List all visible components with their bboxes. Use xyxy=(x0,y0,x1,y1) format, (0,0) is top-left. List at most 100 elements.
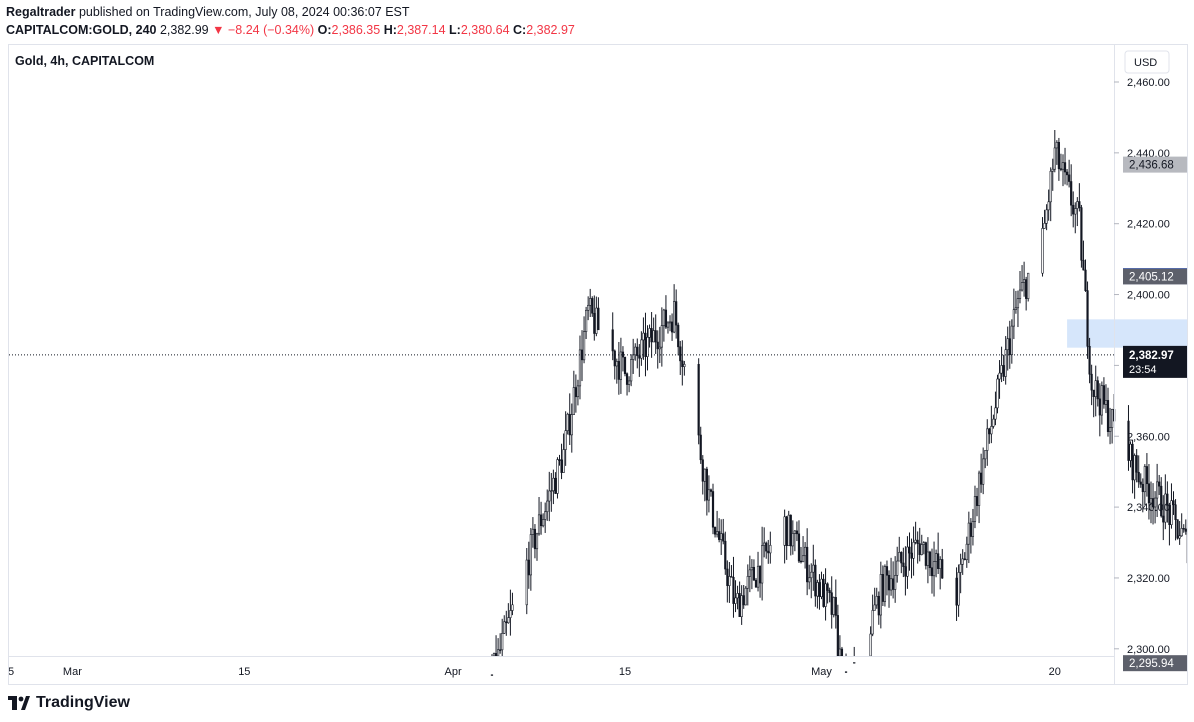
candle-body xyxy=(926,551,930,566)
tradingview-logo[interactable]: TradingView xyxy=(8,694,130,712)
y-axis-label: 2,400.00 xyxy=(1127,290,1170,302)
candle-body xyxy=(955,577,958,606)
publisher-name[interactable]: Regaltrader xyxy=(6,5,76,19)
candle-body xyxy=(879,574,882,616)
candle-body xyxy=(1012,309,1015,327)
candle-body xyxy=(548,490,551,502)
candle-body xyxy=(673,301,676,333)
candle-body xyxy=(975,496,979,506)
candle-body xyxy=(961,558,964,565)
candle-body xyxy=(544,511,547,520)
candle-body xyxy=(542,519,545,527)
candle-body xyxy=(1065,171,1069,176)
candle-body xyxy=(666,322,670,328)
candle-body xyxy=(1016,298,1020,309)
candle-body xyxy=(900,552,903,564)
candle-body xyxy=(1135,455,1138,473)
close-label: C: xyxy=(513,23,527,37)
candle-body xyxy=(998,372,1001,380)
x-axis-label: 15 xyxy=(238,666,250,678)
candle-body xyxy=(644,332,647,357)
last-price-label: 2,382.97 xyxy=(1129,350,1174,362)
candle-body xyxy=(701,459,704,482)
candle-body xyxy=(582,331,586,361)
candle-body xyxy=(621,351,625,358)
candle-body xyxy=(934,553,938,562)
candle-body xyxy=(928,551,932,569)
candle-body xyxy=(675,301,678,326)
candle-body xyxy=(574,387,577,398)
candle-body xyxy=(1049,170,1052,203)
candle-body xyxy=(918,543,921,555)
candle-body xyxy=(808,577,811,583)
publish-line: Regaltrader published on TradingView.com… xyxy=(6,5,410,19)
candle-body xyxy=(1094,380,1097,397)
price-axis-label-bg xyxy=(1123,655,1187,672)
candle-body xyxy=(973,496,977,522)
candle-body xyxy=(535,533,539,550)
candle-body xyxy=(597,307,600,331)
candle-body xyxy=(560,459,563,473)
candle-body xyxy=(744,587,747,606)
candle-body xyxy=(654,330,657,343)
candle-body xyxy=(1053,147,1056,170)
candle-body xyxy=(715,531,719,535)
chart-title: Gold, 4h, CAPITALCOM xyxy=(15,54,154,68)
candle-body xyxy=(578,349,582,387)
candle-body xyxy=(662,309,665,326)
candle-body xyxy=(1137,471,1140,483)
candle-body xyxy=(853,662,856,664)
candle-body xyxy=(713,526,717,535)
candle-body xyxy=(787,514,790,547)
y-axis-label: 2,320.00 xyxy=(1127,573,1170,585)
candle-body xyxy=(679,346,682,362)
candle-body xyxy=(767,550,770,554)
open-label: O: xyxy=(317,23,332,37)
chart-area[interactable]: $$$ 2,300.002,320.002,340.002,360.002,38… xyxy=(8,44,1194,685)
candle-body xyxy=(1074,208,1077,215)
candle-body xyxy=(1014,307,1018,310)
candle-body xyxy=(908,546,911,554)
candle-body xyxy=(840,648,844,657)
high-label: H: xyxy=(383,23,397,37)
candle-body xyxy=(707,489,711,501)
candle-body xyxy=(1061,162,1065,170)
candle-body xyxy=(1092,389,1095,397)
candle-body xyxy=(814,564,817,597)
candle-body xyxy=(754,579,758,588)
candle-body xyxy=(910,552,913,559)
candle-body xyxy=(1131,443,1134,481)
candle-body xyxy=(1059,168,1063,170)
candle-body xyxy=(761,545,764,584)
candle-body xyxy=(507,617,510,624)
candle-body xyxy=(1141,483,1144,493)
candle-body xyxy=(1057,142,1060,170)
candle-body xyxy=(527,559,530,576)
currency-button[interactable] xyxy=(1124,50,1170,74)
candle-body xyxy=(826,583,829,591)
supply-zone[interactable] xyxy=(1067,319,1194,348)
candle-body xyxy=(1078,201,1081,208)
plot-pane[interactable] xyxy=(9,45,1114,656)
candle-body xyxy=(883,566,887,602)
candle-body xyxy=(640,339,643,359)
candle-body xyxy=(896,560,899,576)
footer: TradingView xyxy=(0,686,1194,722)
candle-body xyxy=(533,528,537,550)
candle-body xyxy=(728,576,731,586)
published-text: published on TradingView.com, July 08, 2… xyxy=(78,5,410,19)
candle-body xyxy=(740,595,743,617)
candle-body xyxy=(984,450,987,460)
candle-body xyxy=(613,350,616,367)
candle-body xyxy=(959,563,962,573)
tradingview-logo-icon xyxy=(8,696,30,710)
candle-body xyxy=(750,566,753,571)
candle-body xyxy=(589,298,592,306)
candle-body xyxy=(595,307,598,334)
chart-svg[interactable]: $$$ 2,300.002,320.002,340.002,360.002,38… xyxy=(8,45,1194,684)
candle-body xyxy=(1153,497,1157,508)
y-axis-label: 2,460.00 xyxy=(1127,77,1170,89)
candle-body xyxy=(505,621,508,624)
candle-body xyxy=(898,552,901,562)
candle-body xyxy=(623,356,627,374)
